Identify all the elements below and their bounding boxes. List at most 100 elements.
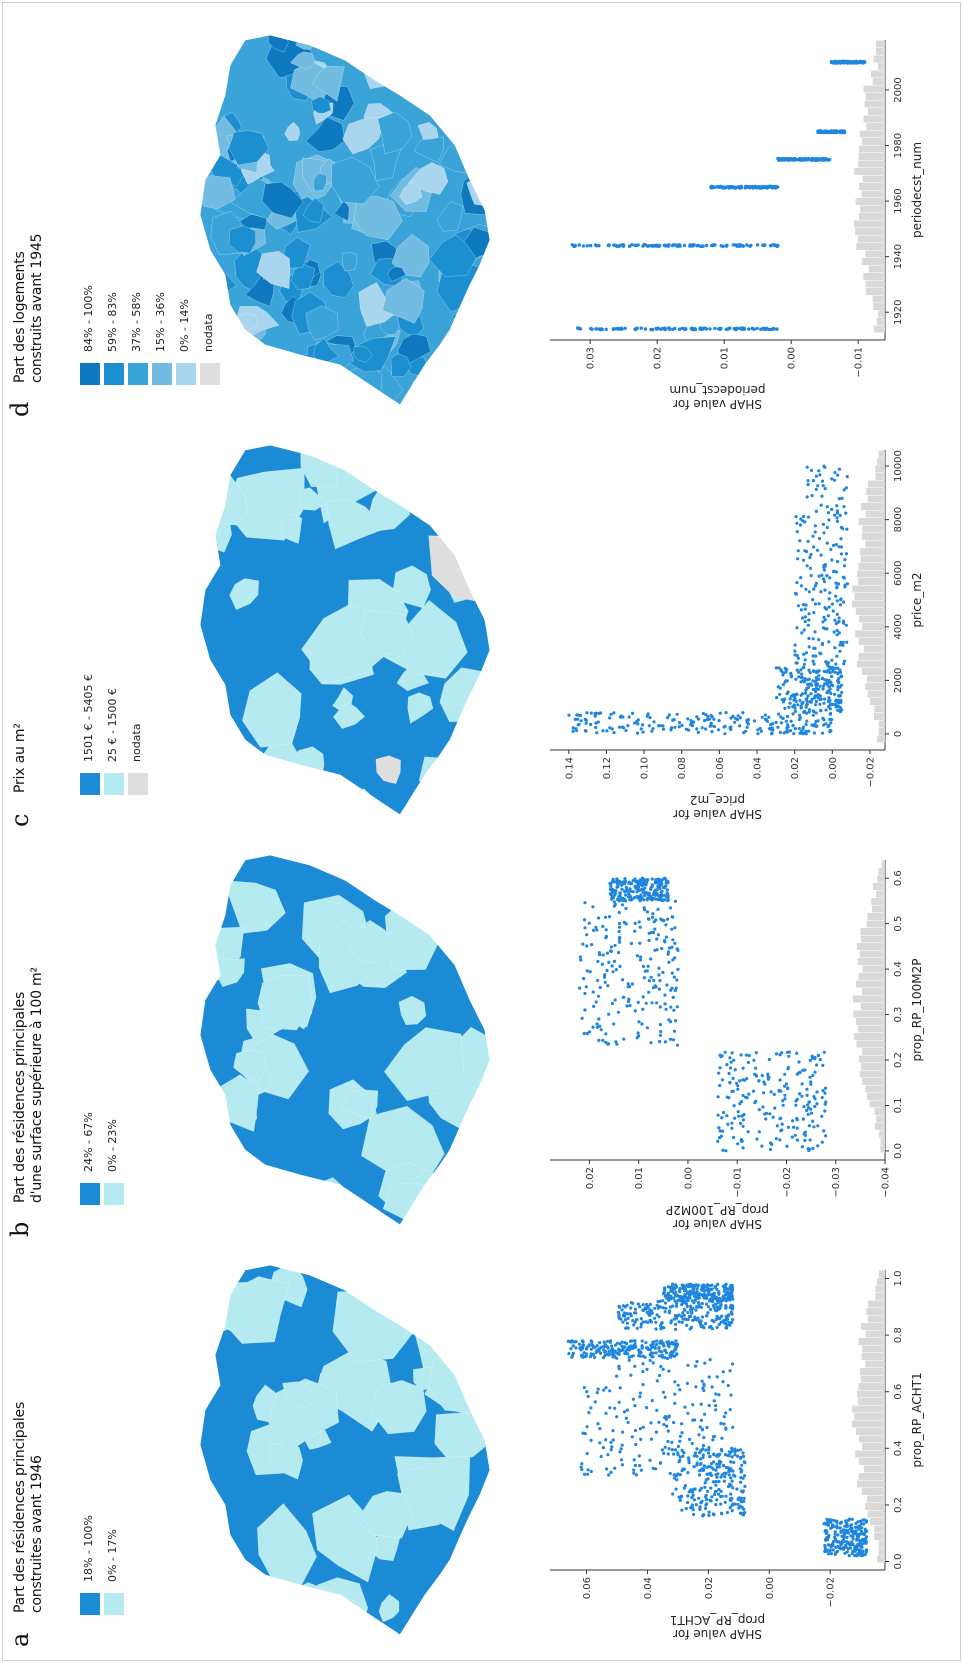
- data-point: [838, 603, 843, 607]
- data-point: [817, 674, 821, 678]
- data-point: [752, 719, 757, 723]
- hist-bar: [866, 488, 885, 495]
- data-point: [721, 1370, 725, 1374]
- data-point: [818, 702, 822, 706]
- data-point: [828, 130, 832, 134]
- hist-bar: [871, 70, 885, 78]
- data-point: [834, 1538, 838, 1542]
- data-point: [800, 631, 804, 635]
- data-point: [819, 709, 823, 713]
- hist-bar: [866, 123, 885, 130]
- data-point: [649, 1437, 654, 1441]
- hist-bar: [854, 1413, 885, 1420]
- data-point: [607, 1350, 611, 1354]
- data-point: [611, 327, 616, 332]
- data-point: [781, 1103, 785, 1107]
- data-point: [681, 1297, 685, 1302]
- data-point: [697, 1320, 702, 1324]
- data-point: [636, 1031, 640, 1035]
- data-point: [665, 891, 669, 895]
- data-point: [731, 243, 736, 247]
- data-point: [571, 729, 575, 733]
- data-point: [696, 1316, 700, 1320]
- data-point: [683, 1293, 687, 1297]
- data-point: [595, 1391, 599, 1395]
- x-axis-label: prop_RP_ACHT1: [910, 1372, 924, 1467]
- data-point: [647, 979, 652, 983]
- data-point: [641, 1369, 645, 1374]
- data-point: [854, 1529, 858, 1533]
- data-point: [718, 1066, 722, 1070]
- data-point: [731, 1304, 735, 1308]
- data-point: [838, 643, 842, 647]
- data-point: [741, 1124, 745, 1128]
- data-point: [719, 1303, 723, 1307]
- data-point: [820, 1114, 824, 1118]
- data-point: [654, 878, 659, 882]
- data-point: [596, 978, 600, 983]
- data-point: [585, 1390, 589, 1394]
- data-point: [598, 985, 602, 990]
- data-point: [714, 1503, 718, 1507]
- data-point: [785, 714, 790, 719]
- data-point: [863, 1552, 867, 1557]
- data-point: [840, 496, 844, 500]
- data-point: [660, 1355, 664, 1359]
- data-point: [842, 659, 846, 663]
- data-point: [639, 1437, 643, 1441]
- map-region: [210, 357, 244, 388]
- data-point: [838, 1526, 842, 1530]
- data-point: [632, 1323, 636, 1327]
- data-point: [829, 711, 833, 716]
- data-point: [822, 718, 826, 722]
- data-point: [807, 710, 811, 714]
- data-point: [802, 628, 806, 632]
- data-point: [836, 685, 840, 689]
- hist-bar: [857, 943, 886, 950]
- legend-item: 25 € - 1500 €: [104, 565, 124, 795]
- data-point: [635, 954, 640, 958]
- data-point: [582, 1386, 586, 1390]
- hist-bar: [880, 1145, 885, 1153]
- data-point: [814, 670, 818, 674]
- data-point: [837, 61, 841, 65]
- map-region: [370, 1379, 427, 1435]
- data-point: [821, 522, 825, 526]
- data-point: [724, 710, 728, 715]
- data-point: [675, 1304, 679, 1308]
- data-point: [700, 1302, 704, 1306]
- data-point: [570, 1339, 574, 1343]
- data-point: [647, 724, 651, 728]
- data-point: [837, 1540, 841, 1544]
- data-point: [695, 244, 700, 248]
- data-point: [617, 922, 622, 926]
- data-point: [651, 912, 655, 916]
- data-point: [819, 503, 823, 507]
- data-point: [708, 1358, 712, 1362]
- data-point: [793, 157, 797, 161]
- data-point: [606, 1453, 610, 1457]
- data-point: [650, 898, 654, 902]
- data-point: [680, 1469, 684, 1473]
- data-point: [698, 1507, 702, 1511]
- hist-bar: [861, 988, 885, 995]
- data-point: [633, 1404, 637, 1408]
- data-point: [658, 724, 663, 728]
- data-point: [603, 980, 607, 984]
- y-tick-label: 0.06: [582, 1577, 593, 1599]
- data-point: [798, 713, 802, 717]
- map-region: [451, 316, 473, 343]
- data-point: [775, 243, 780, 248]
- data-point: [606, 984, 610, 988]
- data-point: [804, 603, 808, 607]
- data-point: [643, 886, 647, 890]
- map-region: [397, 1465, 463, 1531]
- hist-bar: [872, 905, 885, 913]
- data-point: [793, 653, 797, 657]
- hist-bar: [859, 1070, 885, 1078]
- hist-bar: [867, 1093, 886, 1100]
- data-point: [837, 467, 842, 471]
- hist-bar: [871, 898, 886, 905]
- data-point: [583, 728, 588, 733]
- legend-swatch: [128, 363, 148, 385]
